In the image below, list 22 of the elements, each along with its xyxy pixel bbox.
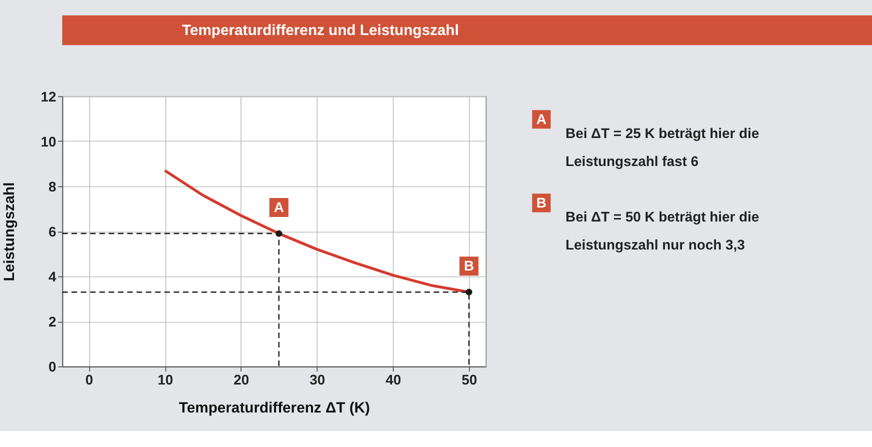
y-tick-label: 4 (48, 268, 56, 284)
x-tick-label: 30 (310, 372, 326, 388)
chart-title: Temperaturdifferenz und Leistungszahl (182, 22, 459, 39)
x-tick-label: 50 (462, 372, 478, 388)
x-tick-label: 40 (386, 372, 402, 388)
y-tick-label: 2 (48, 313, 56, 330)
text: A (536, 111, 546, 128)
y-tick-label: 12 (40, 88, 56, 104)
text: Bei ΔT = 25 K beträgt hier die Leistungszahl fast 6 (566, 124, 760, 169)
annotation: A (274, 199, 284, 216)
text: B (536, 194, 546, 211)
y-tick-label: 0 (48, 358, 56, 375)
y-tick-label: 8 (48, 178, 56, 194)
x-tick-label: 20 (234, 372, 250, 388)
y-axis-title: Leistungszahl (2, 182, 18, 282)
y-tick-label: 6 (48, 223, 56, 240)
text: Bei ΔT = 50 K beträgt hier die Leistungszahl nur noch 3,3 (566, 208, 760, 252)
x-tick-label: 10 (158, 372, 174, 388)
annotation: B (464, 258, 474, 274)
x-tick-label: 0 (85, 372, 94, 388)
y-tick-label: 10 (40, 133, 56, 150)
x-axis-title: Temperaturdifferenz ΔT (K) (178, 400, 370, 416)
